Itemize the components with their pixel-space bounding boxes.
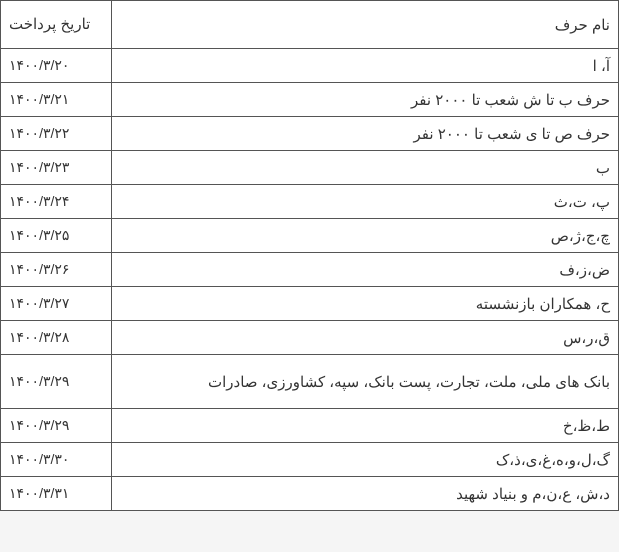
cell-date: ۱۴۰۰/۳/۲۷ [1,287,112,321]
cell-name: ب [112,151,619,185]
cell-name: حرف ب تا ش شعب تا ۲۰۰۰ نفر [112,83,619,117]
cell-date: ۱۴۰۰/۳/۲۱ [1,83,112,117]
header-date: تاریخ پرداخت [1,1,112,49]
table-row: ب۱۴۰۰/۳/۲۳ [1,151,619,185]
cell-date: ۱۴۰۰/۳/۲۸ [1,321,112,355]
cell-date: ۱۴۰۰/۳/۳۰ [1,443,112,477]
cell-date: ۱۴۰۰/۳/۲۹ [1,409,112,443]
cell-name: ض،ز،ف [112,253,619,287]
table-row: ط،ظ،خ۱۴۰۰/۳/۲۹ [1,409,619,443]
cell-date: ۱۴۰۰/۳/۲۰ [1,49,112,83]
cell-name: بانک های ملی، ملت، تجارت، پست بانک، سپه،… [112,355,619,409]
cell-name: د،ش، ع،ن،م و بنیاد شهید [112,477,619,511]
table-row: پ، ت،ث۱۴۰۰/۳/۲۴ [1,185,619,219]
table-body: آ، ا۱۴۰۰/۳/۲۰حرف ب تا ش شعب تا ۲۰۰۰ نفر۱… [1,49,619,511]
cell-date: ۱۴۰۰/۳/۲۲ [1,117,112,151]
table-row: ح، همکاران بازنشسته۱۴۰۰/۳/۲۷ [1,287,619,321]
cell-name: چ،ج،ژ،ص [112,219,619,253]
table-row: بانک های ملی، ملت، تجارت، پست بانک، سپه،… [1,355,619,409]
table-row: ق،ر،س۱۴۰۰/۳/۲۸ [1,321,619,355]
cell-name: ق،ر،س [112,321,619,355]
cell-name: حرف ص تا ی شعب تا ۲۰۰۰ نفر [112,117,619,151]
cell-name: پ، ت،ث [112,185,619,219]
cell-name: ح، همکاران بازنشسته [112,287,619,321]
table-row: گ،ل،و،ه،غ،ی،ذ،ک۱۴۰۰/۳/۳۰ [1,443,619,477]
cell-date: ۱۴۰۰/۳/۲۶ [1,253,112,287]
table-row: چ،ج،ژ،ص۱۴۰۰/۳/۲۵ [1,219,619,253]
cell-name: ط،ظ،خ [112,409,619,443]
cell-date: ۱۴۰۰/۳/۳۱ [1,477,112,511]
payment-schedule-table: نام حرف تاریخ پرداخت آ، ا۱۴۰۰/۳/۲۰حرف ب … [0,0,619,511]
table-header-row: نام حرف تاریخ پرداخت [1,1,619,49]
table-row: د،ش، ع،ن،م و بنیاد شهید۱۴۰۰/۳/۳۱ [1,477,619,511]
cell-date: ۱۴۰۰/۳/۲۵ [1,219,112,253]
header-name: نام حرف [112,1,619,49]
table-row: ض،ز،ف۱۴۰۰/۳/۲۶ [1,253,619,287]
cell-date: ۱۴۰۰/۳/۲۳ [1,151,112,185]
table-row: آ، ا۱۴۰۰/۳/۲۰ [1,49,619,83]
cell-name: آ، ا [112,49,619,83]
cell-date: ۱۴۰۰/۳/۲۴ [1,185,112,219]
cell-date: ۱۴۰۰/۳/۲۹ [1,355,112,409]
cell-name: گ،ل،و،ه،غ،ی،ذ،ک [112,443,619,477]
table-row: حرف ب تا ش شعب تا ۲۰۰۰ نفر۱۴۰۰/۳/۲۱ [1,83,619,117]
table-row: حرف ص تا ی شعب تا ۲۰۰۰ نفر۱۴۰۰/۳/۲۲ [1,117,619,151]
